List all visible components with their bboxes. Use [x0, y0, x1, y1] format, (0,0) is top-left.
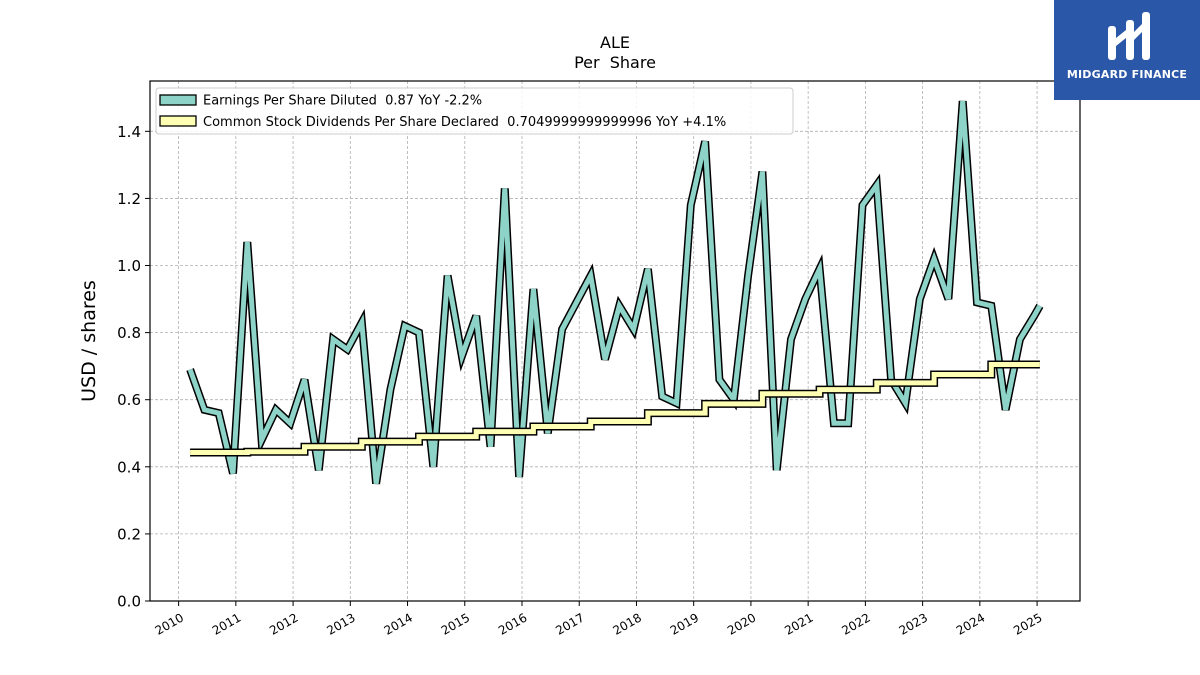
x-tick-label-1: 2011 [210, 610, 243, 637]
brand-name: MIDGARD FINANCE [1066, 68, 1188, 81]
x-axis: 2010 2011 2012 2013 2014 2015 2016 2017 2018 2019… [153, 601, 1045, 638]
legend: Earnings Per Share Diluted 0.87 YoY -2.2… [155, 87, 794, 135]
legend-swatch-eps [159, 94, 197, 106]
chart-subtitle: Per Share [574, 53, 656, 72]
y-tick-label-1: 0.2 [117, 525, 141, 543]
legend-swatch-dividends [159, 115, 197, 127]
legend-label-dividends: Common Stock Dividends Per Share Declare… [203, 115, 726, 130]
series-0-outline [186, 100, 1044, 485]
grid-lines [150, 81, 1080, 601]
x-tick-label-6: 2016 [496, 610, 529, 637]
x-tick-label-3: 2013 [324, 610, 357, 637]
y-tick-label-4: 0.8 [117, 324, 141, 342]
x-tick-label-4: 2014 [382, 610, 415, 637]
x-tick-label-5: 2015 [439, 610, 472, 637]
x-tick-label-8: 2018 [611, 610, 644, 637]
x-tick-label-12: 2022 [839, 610, 872, 637]
midgard-logo-icon [1108, 12, 1150, 60]
chart-title: ALE [600, 33, 630, 52]
y-tick-label-6: 1.2 [117, 190, 141, 208]
x-tick-label-9: 2019 [668, 610, 701, 637]
y-tick-label-7: 1.4 [117, 123, 141, 141]
y-tick-label-2: 0.4 [117, 458, 141, 476]
legend-box [155, 87, 794, 135]
y-tick-label-3: 0.6 [117, 391, 141, 409]
x-tick-label-13: 2023 [897, 610, 930, 637]
x-tick-label-14: 2024 [954, 610, 987, 637]
x-tick-label-7: 2017 [553, 610, 586, 637]
y-axis: 0.0 0.2 0.4 0.6 0.8 1.0 1.2 1.4 [117, 123, 150, 611]
y-tick-label-5: 1.0 [117, 257, 141, 275]
y-tick-label-0: 0.0 [117, 593, 141, 611]
series-1-line [190, 362, 1040, 455]
brand-logo: MIDGARD FINANCE [1054, 0, 1200, 100]
x-tick-label-2: 2012 [267, 610, 300, 637]
plot-area-frame [149, 80, 1081, 602]
x-tick-label-11: 2021 [782, 610, 815, 637]
series-0-line [187, 100, 1043, 484]
series-layer [186, 100, 1044, 485]
x-tick-label-15: 2025 [1011, 610, 1044, 637]
y-axis-label: USD / shares [78, 280, 100, 402]
x-tick-label-0: 2010 [153, 610, 186, 637]
x-tick-label-10: 2020 [725, 610, 758, 637]
legend-label-eps: Earnings Per Share Diluted 0.87 YoY -2.2… [203, 94, 482, 109]
